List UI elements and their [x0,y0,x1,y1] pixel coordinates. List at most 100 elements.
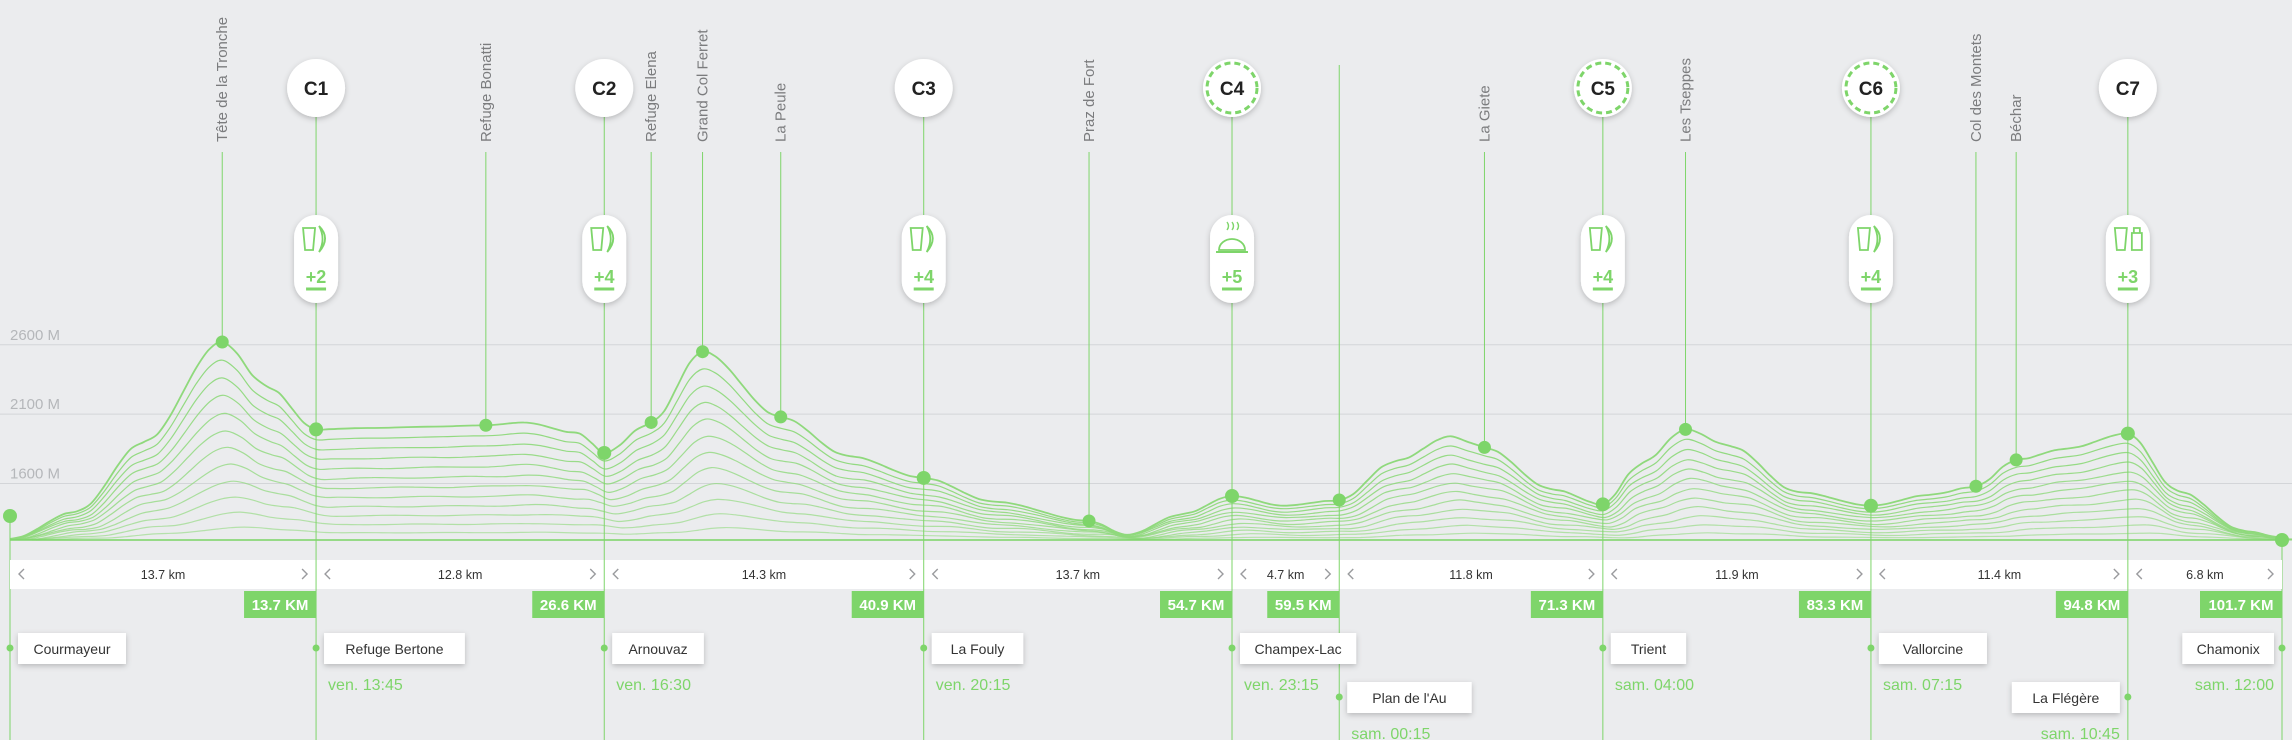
chevron-right-icon[interactable] [1324,568,1332,580]
place-dot [1867,644,1875,652]
segment-distance: 11.4 km [1978,568,2022,582]
banana-icon [606,225,615,253]
distance-badge [1160,591,1233,618]
banana-icon [1873,225,1881,253]
drink-fruit-icon [1856,225,1881,253]
summit-label: Refuge Elena [643,50,660,142]
place-name: Refuge Bertone [345,641,443,657]
chevron-left-icon[interactable] [324,568,331,580]
segment-distance: 13.7 km [141,568,185,582]
distance-badge [1798,591,1871,618]
supply-count: +4 [594,267,615,287]
drink-bottle-icon [2113,227,2143,251]
place-box[interactable] [18,633,126,664]
chevron-right-icon[interactable] [2267,568,2274,580]
place-time: ven. 23:15 [1244,677,1319,694]
checkpoint-label: C2 [592,79,616,100]
chevron-right-icon[interactable] [301,568,309,580]
checkpoint-badge[interactable] [1573,59,1632,117]
chevron-right-icon[interactable] [909,568,916,580]
place-name: Vallorcine [1903,641,1964,657]
summit-dot [1969,479,1983,493]
place-box[interactable] [2011,682,2120,713]
chevron-left-icon[interactable] [931,568,939,580]
place-time: ven. 16:30 [616,677,691,694]
supply-count: +5 [1222,267,1243,287]
chevron-right-icon[interactable] [2113,568,2120,580]
checkpoint-badge[interactable] [1841,59,1900,117]
place-box[interactable] [1878,633,1987,664]
checkpoint-badge[interactable] [2098,59,2157,117]
place-box[interactable] [1347,682,1472,713]
chevron-left-icon[interactable] [1240,568,1247,580]
distance-label: 101.7 KM [2208,597,2273,614]
checkpoint-badge[interactable] [894,59,953,117]
cloche-icon [1218,238,1246,251]
place-name: Chamonix [2197,641,2260,657]
checkpoint-label: C3 [912,79,936,100]
supply-pill [2105,215,2150,303]
checkpoint-label: C5 [1591,79,1616,100]
chevron-right-icon[interactable] [1856,568,1863,580]
y-tick-label: 1600 M [10,466,60,483]
supply-count: +2 [306,267,327,287]
place-dot [312,644,320,652]
banana-icon [1605,225,1613,253]
elevation-contour [10,359,2283,540]
summit-dot [696,345,710,359]
waypoint-dot [1332,493,1346,507]
cup-icon [302,227,317,251]
place-box[interactable] [931,633,1024,664]
distance-badge [532,591,605,618]
checkpoint-dot [1595,497,1610,512]
segment-distance: 13.7 km [1056,568,1100,582]
distance-badge [1530,591,1603,618]
supply-count: +4 [913,267,934,287]
chevron-right-icon[interactable] [589,568,597,580]
distance-badge [2055,591,2128,618]
place-name: Champex-Lac [1255,641,1342,657]
summit-label: Les Tseppes [1678,58,1695,142]
checkpoint-badge[interactable] [575,59,634,117]
distance-badge [1267,591,1340,618]
summit-label: Refuge Bonatti [478,43,495,142]
place-box[interactable] [2182,633,2274,664]
elevation-contour [9,341,2283,540]
drink-fruit-icon [302,225,326,253]
place-name: Courmayeur [33,641,110,657]
place-box[interactable] [324,633,465,664]
banana-icon [925,225,934,253]
checkpoint-dot [2120,426,2135,441]
summit-dot [215,335,229,349]
chevron-left-icon[interactable] [1347,568,1354,580]
segment-distance: 4.7 km [1267,568,1305,582]
chevron-left-icon[interactable] [1610,568,1618,580]
checkpoint-badge[interactable] [1203,59,1262,117]
place-time: sam. 12:00 [2195,677,2274,694]
checkpoint-dot [1863,498,1878,513]
chevron-right-icon[interactable] [1588,568,1595,580]
chevron-left-icon[interactable] [2135,568,2143,580]
distance-badge [2200,591,2282,618]
checkpoint-dot [1225,488,1240,503]
place-name: Arnouvaz [628,641,687,657]
segment-distance: 11.8 km [1449,568,1493,582]
drink-fruit-icon [590,225,615,253]
segment-distance: 6.8 km [2186,568,2224,582]
checkpoint-badge[interactable] [287,59,346,117]
summit-label: Col des Montets [1968,34,1985,142]
place-box[interactable] [612,633,704,664]
cup-icon [1856,227,1871,251]
place-box[interactable] [1610,633,1687,664]
place-dot [1335,693,1343,701]
chevron-left-icon[interactable] [18,568,25,580]
chevron-left-icon[interactable] [612,568,619,580]
chevron-left-icon[interactable] [1878,568,1886,580]
place-dot [2278,644,2286,652]
checkpoint-label: C7 [2116,79,2140,100]
distance-label: 13.7 KM [252,597,309,614]
place-box[interactable] [1240,633,1357,664]
chevron-right-icon[interactable] [1217,568,1224,580]
